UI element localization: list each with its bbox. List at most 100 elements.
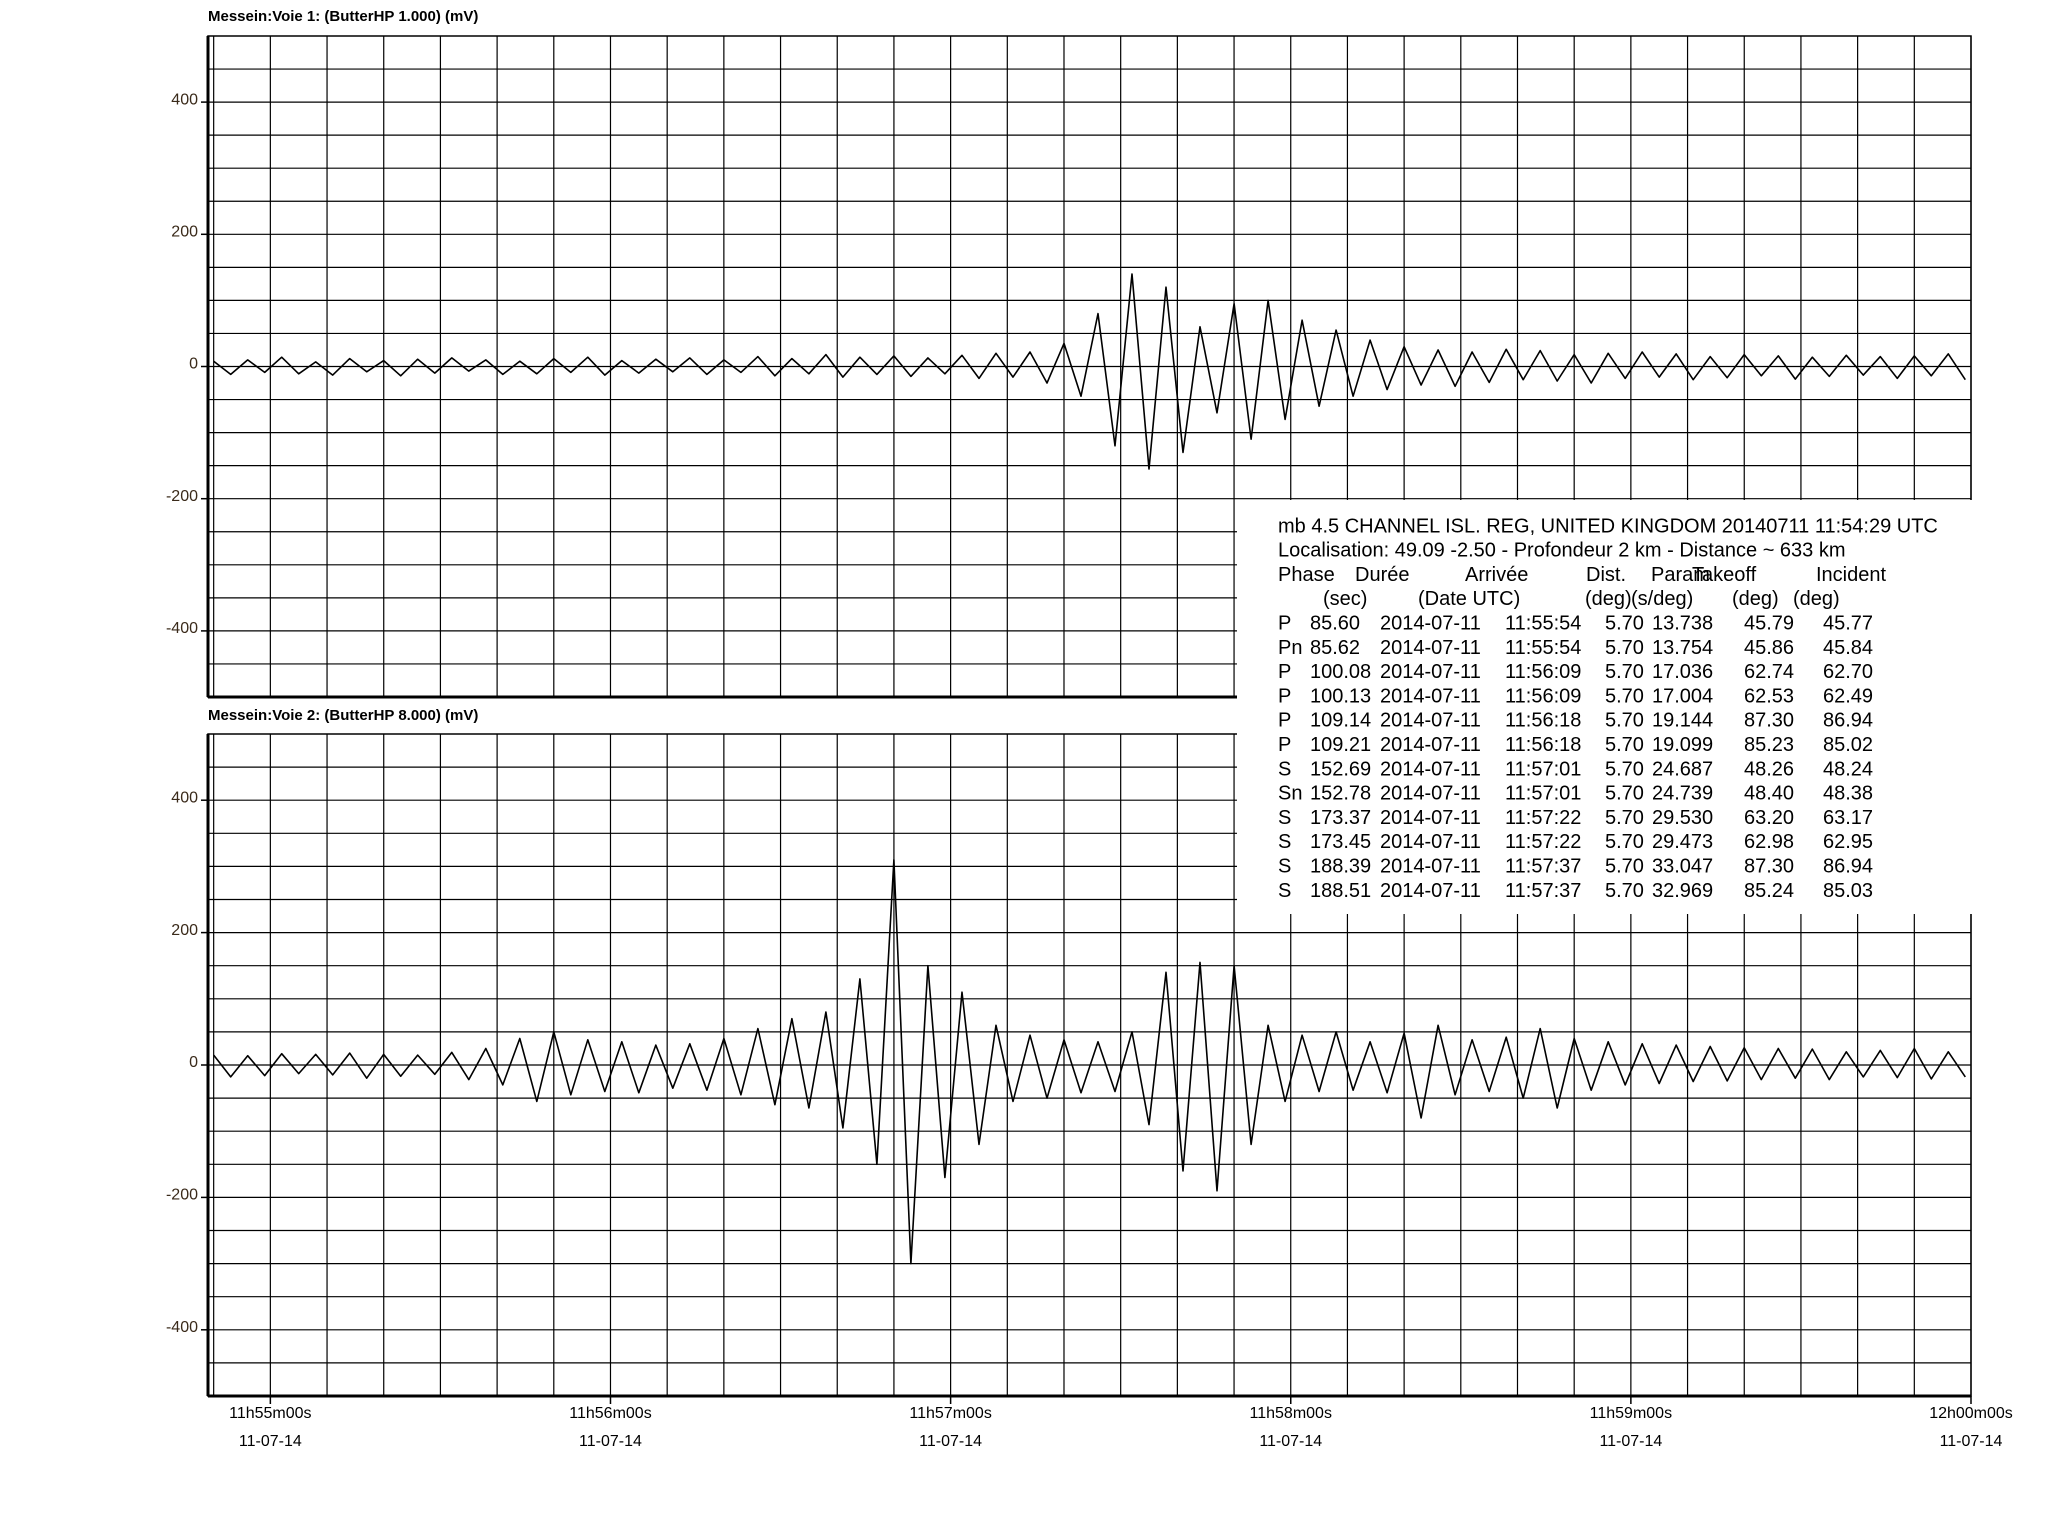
info-cell: 85.02 <box>1823 734 1873 756</box>
info-cell: 62.53 <box>1744 685 1794 707</box>
info-cell: 29.473 <box>1652 831 1713 853</box>
info-cell: 85.23 <box>1744 734 1794 756</box>
info-cell: P <box>1278 612 1291 634</box>
info-cell: 5.70 <box>1605 880 1644 902</box>
info-cell: 86.94 <box>1823 710 1873 732</box>
x-tick-date: 11-07-14 <box>1599 1433 1662 1450</box>
info-cell: 11:55:54 <box>1505 612 1581 634</box>
info-cell: 48.38 <box>1823 783 1873 805</box>
x-tick-date: 11-07-14 <box>1259 1433 1322 1450</box>
info-cell: 85.24 <box>1744 880 1794 902</box>
y-tick-label: 0 <box>189 356 198 373</box>
info-cell: 63.17 <box>1823 807 1873 829</box>
info-cell: 19.144 <box>1652 710 1713 732</box>
info-units: (sec) <box>1323 588 1367 610</box>
info-cell: 33.047 <box>1652 855 1713 877</box>
info-text: mb 4.5 CHANNEL ISL. REG, UNITED KINGDOM … <box>1278 515 1938 902</box>
info-cell: 5.70 <box>1605 831 1644 853</box>
info-cell: 2014-07-11 <box>1380 783 1481 805</box>
info-cell: 11:57:22 <box>1505 807 1581 829</box>
info-cell: 2014-07-11 <box>1380 734 1481 756</box>
info-cell: 45.84 <box>1823 637 1873 659</box>
y-tick-label: 200 <box>171 224 198 241</box>
info-cell: 48.40 <box>1744 783 1794 805</box>
info-cell: 85.62 <box>1310 637 1360 659</box>
info-cell: 100.13 <box>1310 685 1371 707</box>
info-cell: 17.036 <box>1652 661 1713 683</box>
info-header: Durée <box>1355 564 1409 586</box>
info-cell: 62.98 <box>1744 831 1794 853</box>
info-cell: 11:57:37 <box>1505 855 1581 877</box>
info-cell: 2014-07-11 <box>1380 661 1481 683</box>
x-tick-date: 11-07-14 <box>239 1433 302 1450</box>
info-cell: 2014-07-11 <box>1380 831 1481 853</box>
info-cell: 173.37 <box>1310 807 1371 829</box>
info-cell: Sn <box>1278 783 1302 805</box>
info-cell: 2014-07-11 <box>1380 637 1481 659</box>
info-cell: P <box>1278 710 1291 732</box>
info-cell: 85.03 <box>1823 880 1873 902</box>
info-cell: 2014-07-11 <box>1380 855 1481 877</box>
info-header: Incident <box>1816 564 1886 586</box>
info-cell: 62.95 <box>1823 831 1873 853</box>
info-cell: 48.26 <box>1744 758 1794 780</box>
info-units: (Date UTC) <box>1418 588 1520 610</box>
info-cell: 24.739 <box>1652 783 1713 805</box>
info-cell: 5.70 <box>1605 758 1644 780</box>
info-cell: 11:57:22 <box>1505 831 1581 853</box>
info-cell: 152.69 <box>1310 758 1371 780</box>
info-cell: 11:57:37 <box>1505 880 1581 902</box>
info-cell: 2014-07-11 <box>1380 685 1481 707</box>
info-box <box>1237 500 1987 914</box>
info-cell: S <box>1278 831 1291 853</box>
info-cell: P <box>1278 661 1291 683</box>
trace <box>213 858 1966 1265</box>
info-cell: S <box>1278 807 1291 829</box>
info-cell: 87.30 <box>1744 710 1794 732</box>
info-cell: 5.70 <box>1605 661 1644 683</box>
info-cell: S <box>1278 758 1291 780</box>
info-cell: 5.70 <box>1605 685 1644 707</box>
x-tick-date: 11-07-14 <box>579 1433 642 1450</box>
y-tick-label: 200 <box>171 922 198 939</box>
info-units: (deg) <box>1793 588 1840 610</box>
info-cell: 13.754 <box>1652 637 1713 659</box>
info-cell: 62.70 <box>1823 661 1873 683</box>
info-cell: 109.14 <box>1310 710 1371 732</box>
info-cell: 63.20 <box>1744 807 1794 829</box>
info-cell: 24.687 <box>1652 758 1713 780</box>
info-cell: 11:56:18 <box>1505 734 1581 756</box>
info-cell: 2014-07-11 <box>1380 807 1481 829</box>
info-units: (deg) <box>1585 588 1632 610</box>
info-cell: 2014-07-11 <box>1380 710 1481 732</box>
info-cell: 5.70 <box>1605 855 1644 877</box>
info-title: mb 4.5 CHANNEL ISL. REG, UNITED KINGDOM … <box>1278 515 1938 537</box>
info-cell: 5.70 <box>1605 734 1644 756</box>
info-cell: 48.24 <box>1823 758 1873 780</box>
info-cell: 45.79 <box>1744 612 1794 634</box>
info-cell: 5.70 <box>1605 783 1644 805</box>
y-tick-label: -400 <box>166 1319 198 1336</box>
info-header: Param <box>1651 564 1710 586</box>
info-cell: 109.21 <box>1310 734 1371 756</box>
x-tick-label: 12h00m00s <box>1929 1405 2013 1422</box>
info-cell: Pn <box>1278 637 1302 659</box>
trace <box>213 273 1966 470</box>
info-cell: 45.77 <box>1823 612 1873 634</box>
panel-title: Messein:Voie 2: (ButterHP 8.000) (mV) <box>208 707 478 724</box>
info-cell: 5.70 <box>1605 612 1644 634</box>
info-location: Localisation: 49.09 -2.50 - Profondeur 2… <box>1278 540 1846 562</box>
info-cell: 86.94 <box>1823 855 1873 877</box>
info-cell: 85.60 <box>1310 612 1360 634</box>
info-cell: 13.738 <box>1652 612 1713 634</box>
info-cell: 11:56:18 <box>1505 710 1581 732</box>
y-tick-label: -200 <box>166 488 198 505</box>
x-tick-label: 11h58m00s <box>1250 1405 1332 1422</box>
info-cell: 87.30 <box>1744 855 1794 877</box>
x-tick-label: 11h56m00s <box>569 1405 651 1422</box>
info-cell: 32.969 <box>1652 880 1713 902</box>
info-cell: 11:57:01 <box>1505 758 1581 780</box>
info-cell: 188.39 <box>1310 855 1371 877</box>
info-cell: S <box>1278 880 1291 902</box>
info-cell: 152.78 <box>1310 783 1371 805</box>
